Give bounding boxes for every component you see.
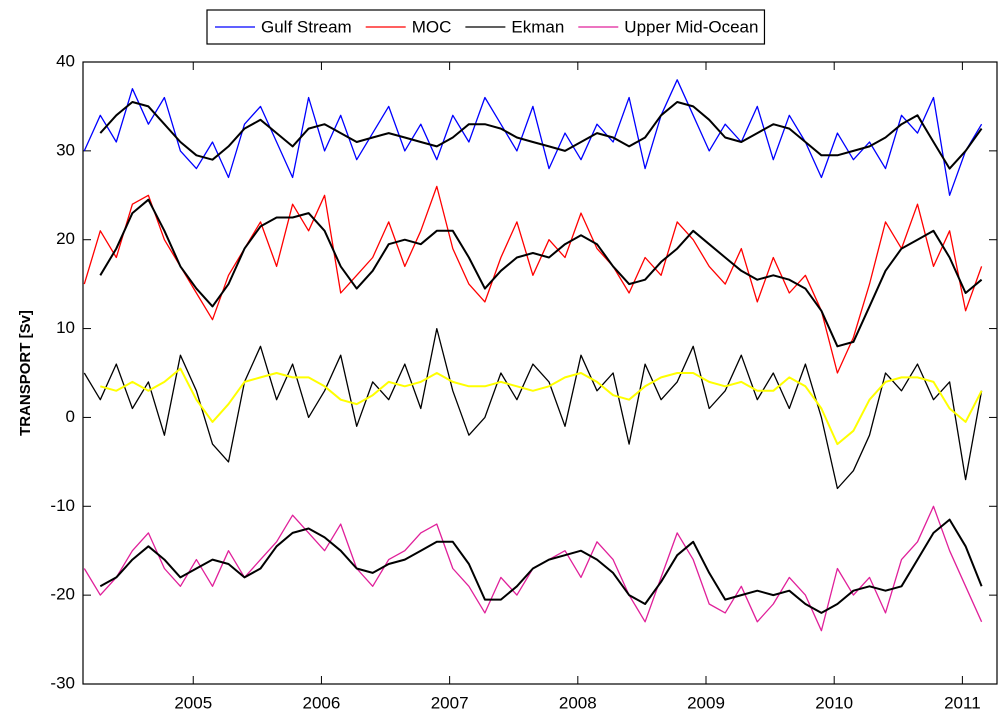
- series-line: [99, 101, 983, 170]
- y-tick-label: 0: [66, 407, 75, 426]
- series-line: [99, 198, 983, 348]
- x-tick-label: 2007: [431, 693, 469, 712]
- x-tick-label: 2005: [174, 693, 212, 712]
- y-tick-label: -30: [50, 673, 75, 692]
- y-tick-label: -20: [50, 585, 75, 604]
- legend-label: MOC: [412, 17, 452, 36]
- x-tick-label: 2009: [687, 693, 725, 712]
- y-tick-label: 30: [56, 140, 75, 159]
- y-tick-label: -10: [50, 496, 75, 515]
- x-tick-label: 2006: [303, 693, 341, 712]
- legend-label: Upper Mid-Ocean: [624, 17, 758, 36]
- x-tick-label: 2010: [815, 693, 853, 712]
- series-line: [83, 185, 983, 374]
- y-tick-label: 10: [56, 318, 75, 337]
- series-line: [100, 367, 983, 446]
- x-tick-label: 2011: [944, 693, 981, 712]
- y-axis-label: TRANSPORT [Sv]: [17, 310, 34, 436]
- series-line: [99, 518, 983, 614]
- series-line: [83, 79, 983, 196]
- y-tick-label: 40: [56, 51, 75, 70]
- legend-label: Gulf Stream: [261, 17, 352, 36]
- plot-frame: [82, 61, 998, 685]
- x-tick-label: 2008: [559, 693, 597, 712]
- series-line: [83, 327, 983, 490]
- y-tick-label: 20: [56, 229, 75, 248]
- legend-label: Ekman: [511, 17, 564, 36]
